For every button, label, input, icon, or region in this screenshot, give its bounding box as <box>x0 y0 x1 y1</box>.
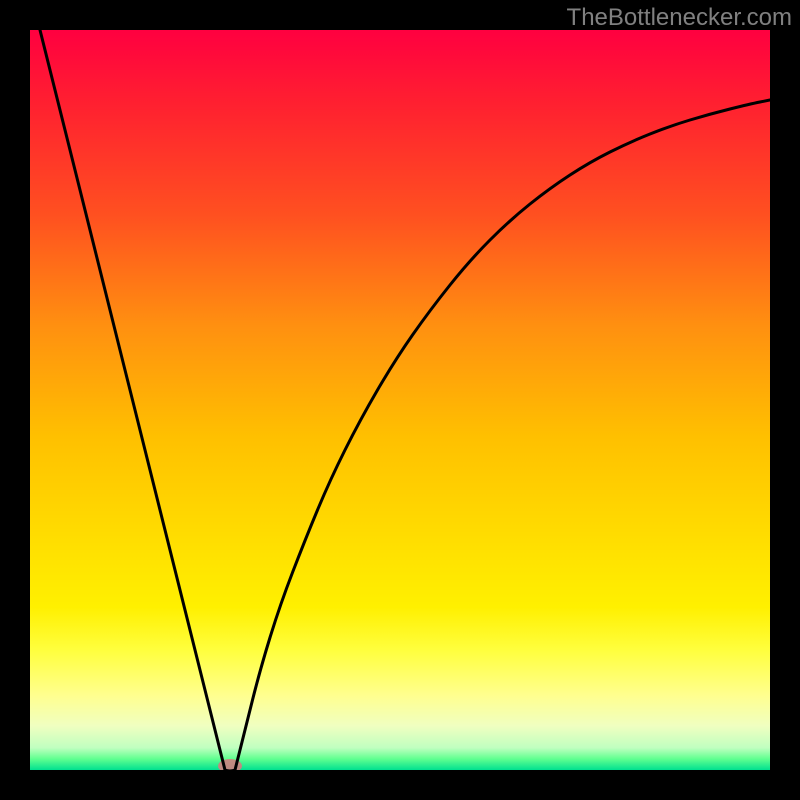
gradient-background <box>30 30 770 770</box>
chart-container: TheBottlenecker.com <box>0 0 800 800</box>
plot-area <box>30 30 770 770</box>
watermark-text: TheBottlenecker.com <box>567 4 792 32</box>
